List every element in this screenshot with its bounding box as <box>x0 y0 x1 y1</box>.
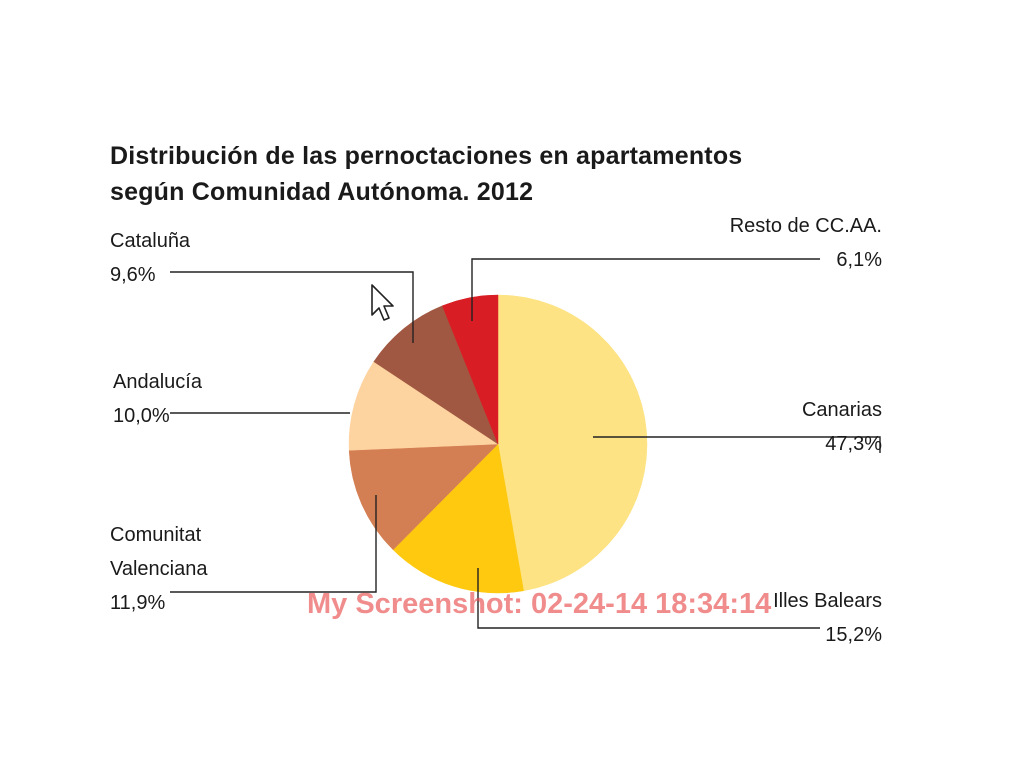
leader-line-resto-de-cc-aa- <box>471 258 820 321</box>
pie-slice-comunitat-valenciana <box>348 443 499 551</box>
label-andalucia: Andalucía 10,0% <box>113 365 202 433</box>
pie-slice-canarias <box>497 294 648 592</box>
label-resto: Resto de CC.AA. 6,1% <box>730 209 882 277</box>
pie-slice-catalu-a <box>373 305 499 445</box>
label-name: Canarias <box>801 399 882 421</box>
label-name: Valenciana <box>110 558 208 580</box>
label-canarias: Canarias 47,3% <box>802 393 882 461</box>
label-value: 9,6% <box>110 264 156 286</box>
label-comunitat-valenciana: Comunitat Valenciana 11,9% <box>110 518 207 620</box>
label-name: Cataluña <box>110 230 191 252</box>
label-value: 10,0% <box>113 405 170 427</box>
chart-title-line-1: Distribución de las pernoctaciones en ap… <box>110 142 743 170</box>
label-cataluna: Cataluña 9,6% <box>110 224 190 292</box>
label-value: 6,1% <box>836 249 882 271</box>
leader-line-catalu-a <box>170 271 414 343</box>
pie-slice-andaluc-a <box>348 361 499 451</box>
leader-line-comunitat-valenciana <box>170 495 377 593</box>
label-name: Andalucía <box>113 371 202 393</box>
leader-line-canarias <box>593 436 881 453</box>
chart-title-line-2: según Comunidad Autónoma. 2012 <box>110 178 534 206</box>
mouse-pointer-icon <box>371 284 394 321</box>
label-value: 11,9% <box>110 592 166 614</box>
pie-slice-resto-de-cc-aa- <box>442 294 499 445</box>
label-name: Resto de CC.AA. <box>729 215 882 237</box>
label-name: Illes Balears <box>773 590 882 612</box>
pie-slice-illes-balears <box>392 443 524 594</box>
label-illes-balears: Illes Balears 15,2% <box>773 584 882 652</box>
label-value: 15,2% <box>825 624 882 646</box>
leader-line-illes-balears <box>477 568 820 629</box>
screenshot-watermark: My Screenshot: 02-24-14 18:34:14 <box>307 588 772 620</box>
label-value: 47,3% <box>825 433 882 455</box>
label-name: Comunitat <box>110 524 202 546</box>
